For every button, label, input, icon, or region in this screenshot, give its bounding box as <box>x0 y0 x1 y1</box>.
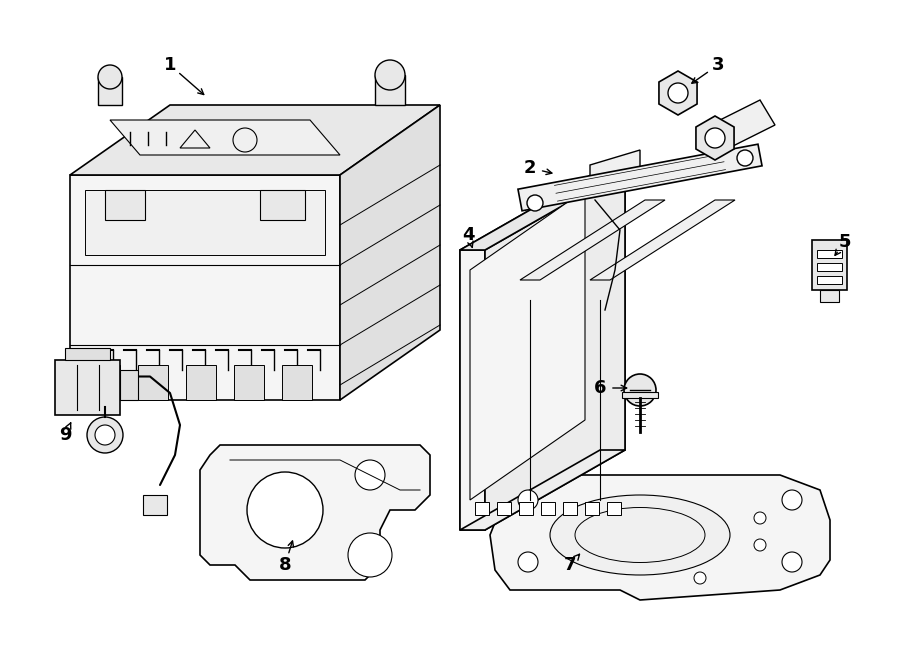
Polygon shape <box>85 190 325 255</box>
Circle shape <box>355 460 385 490</box>
Circle shape <box>527 195 543 211</box>
Polygon shape <box>659 71 698 115</box>
Polygon shape <box>340 105 440 400</box>
Circle shape <box>705 128 725 148</box>
Polygon shape <box>812 240 847 290</box>
Polygon shape <box>820 290 839 302</box>
Polygon shape <box>105 190 145 220</box>
Circle shape <box>87 417 123 453</box>
Polygon shape <box>120 370 138 400</box>
Polygon shape <box>490 475 830 600</box>
Polygon shape <box>460 170 600 530</box>
Circle shape <box>375 60 405 90</box>
Circle shape <box>624 374 656 406</box>
Text: 8: 8 <box>279 556 292 574</box>
Polygon shape <box>186 365 216 400</box>
Circle shape <box>668 83 688 103</box>
Circle shape <box>782 490 802 510</box>
Polygon shape <box>485 170 625 530</box>
Polygon shape <box>460 170 625 250</box>
Text: 2: 2 <box>524 159 536 177</box>
Polygon shape <box>260 190 305 220</box>
Polygon shape <box>55 360 120 415</box>
Polygon shape <box>70 105 440 175</box>
Circle shape <box>694 572 706 584</box>
Circle shape <box>233 128 257 152</box>
Polygon shape <box>110 120 340 155</box>
Polygon shape <box>520 200 665 280</box>
Circle shape <box>782 552 802 572</box>
Text: 1: 1 <box>164 56 176 74</box>
Circle shape <box>754 539 766 551</box>
Polygon shape <box>375 75 405 105</box>
Polygon shape <box>817 276 842 284</box>
Circle shape <box>95 425 115 445</box>
Polygon shape <box>65 348 110 360</box>
Polygon shape <box>600 170 625 450</box>
Ellipse shape <box>550 495 730 575</box>
Polygon shape <box>519 502 533 515</box>
Polygon shape <box>696 116 734 160</box>
Circle shape <box>518 552 538 572</box>
Circle shape <box>518 490 538 510</box>
Text: 4: 4 <box>462 226 474 244</box>
Polygon shape <box>200 445 430 580</box>
Ellipse shape <box>575 508 705 563</box>
Polygon shape <box>497 502 511 515</box>
Text: 5: 5 <box>839 233 851 251</box>
Polygon shape <box>70 175 340 400</box>
Polygon shape <box>607 502 621 515</box>
Polygon shape <box>563 502 577 515</box>
Polygon shape <box>475 502 489 515</box>
Polygon shape <box>817 250 842 258</box>
Polygon shape <box>282 365 312 400</box>
Polygon shape <box>138 365 168 400</box>
Polygon shape <box>460 450 625 530</box>
Circle shape <box>98 65 122 89</box>
Circle shape <box>754 512 766 524</box>
Polygon shape <box>585 502 599 515</box>
Polygon shape <box>460 250 485 530</box>
Circle shape <box>348 533 392 577</box>
Text: 6: 6 <box>594 379 607 397</box>
Polygon shape <box>817 263 842 271</box>
Text: 7: 7 <box>563 556 576 574</box>
Text: 3: 3 <box>712 56 724 74</box>
Polygon shape <box>143 495 167 515</box>
Text: 9: 9 <box>58 426 71 444</box>
Polygon shape <box>234 365 264 400</box>
Polygon shape <box>590 150 640 195</box>
Polygon shape <box>470 190 585 500</box>
Polygon shape <box>700 100 775 155</box>
Circle shape <box>737 150 753 166</box>
Polygon shape <box>518 144 762 211</box>
Circle shape <box>247 472 323 548</box>
Polygon shape <box>622 392 658 398</box>
Polygon shape <box>180 130 210 148</box>
Polygon shape <box>90 365 120 400</box>
Polygon shape <box>541 502 555 515</box>
Polygon shape <box>590 200 735 280</box>
Polygon shape <box>98 77 122 105</box>
